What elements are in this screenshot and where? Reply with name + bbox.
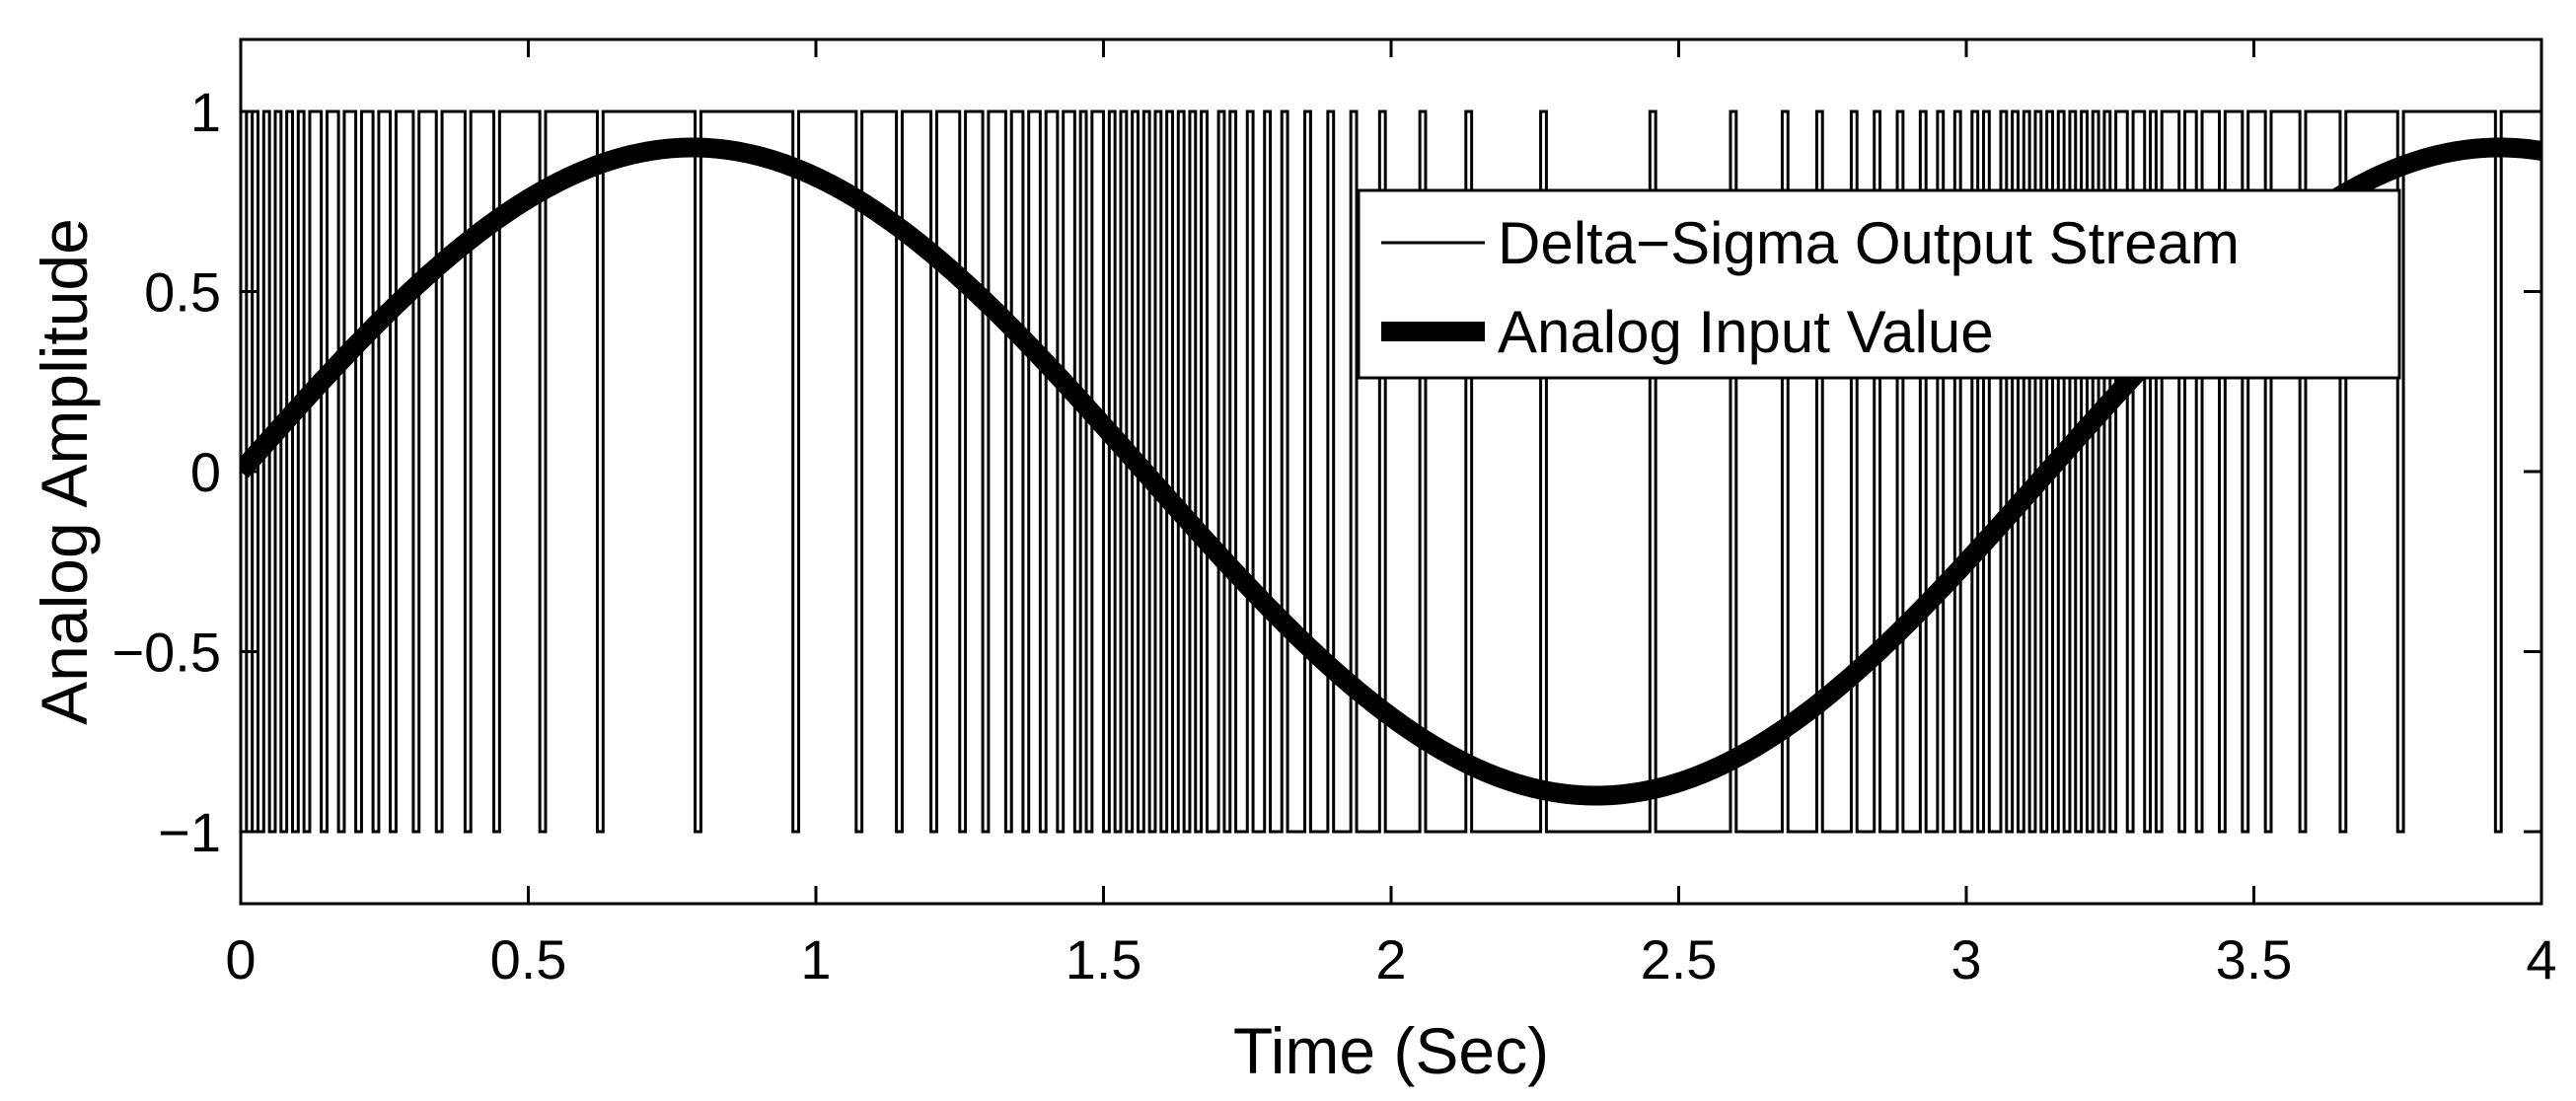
- x-tick-label: 2: [1375, 928, 1406, 991]
- x-tick-label: 0.5: [490, 928, 567, 991]
- legend-box: [1357, 188, 2401, 380]
- y-tick-label: 0: [190, 441, 221, 503]
- x-tick-label: 3: [1950, 928, 1981, 991]
- y-tick-label: −0.5: [111, 622, 221, 684]
- legend-label-delta-sigma: Delta−Sigma Output Stream: [1498, 210, 2240, 276]
- y-tick-label: 1: [190, 81, 221, 143]
- y-axis-label: Analog Amplitude: [28, 218, 101, 725]
- plot-area: 0 0.5 1 1.5 2 2.5 3 3.5 4 1 0.5 0 −0.5 −1: [111, 37, 2557, 991]
- x-axis-ticks: 0 0.5 1 1.5 2 2.5 3 3.5 4: [225, 39, 2557, 991]
- series-delta-sigma-output-stream: [241, 110, 2541, 834]
- y-tick-label: 0.5: [144, 261, 221, 324]
- x-tick-label: 1.5: [1066, 928, 1142, 991]
- x-axis-label: Time (Sec): [1233, 1014, 1549, 1087]
- legend: Delta−Sigma Output Stream Analog Input V…: [1357, 188, 2401, 380]
- x-tick-label: 3.5: [2216, 928, 2293, 991]
- y-tick-label: −1: [158, 801, 221, 863]
- x-tick-label: 4: [2526, 928, 2556, 991]
- x-tick-label: 1: [800, 928, 831, 991]
- legend-label-analog-input: Analog Input Value: [1498, 299, 1994, 365]
- x-tick-label: 0: [225, 928, 256, 991]
- y-axis-ticks: 1 0.5 0 −0.5 −1: [111, 81, 2541, 863]
- x-tick-label: 2.5: [1641, 928, 1718, 991]
